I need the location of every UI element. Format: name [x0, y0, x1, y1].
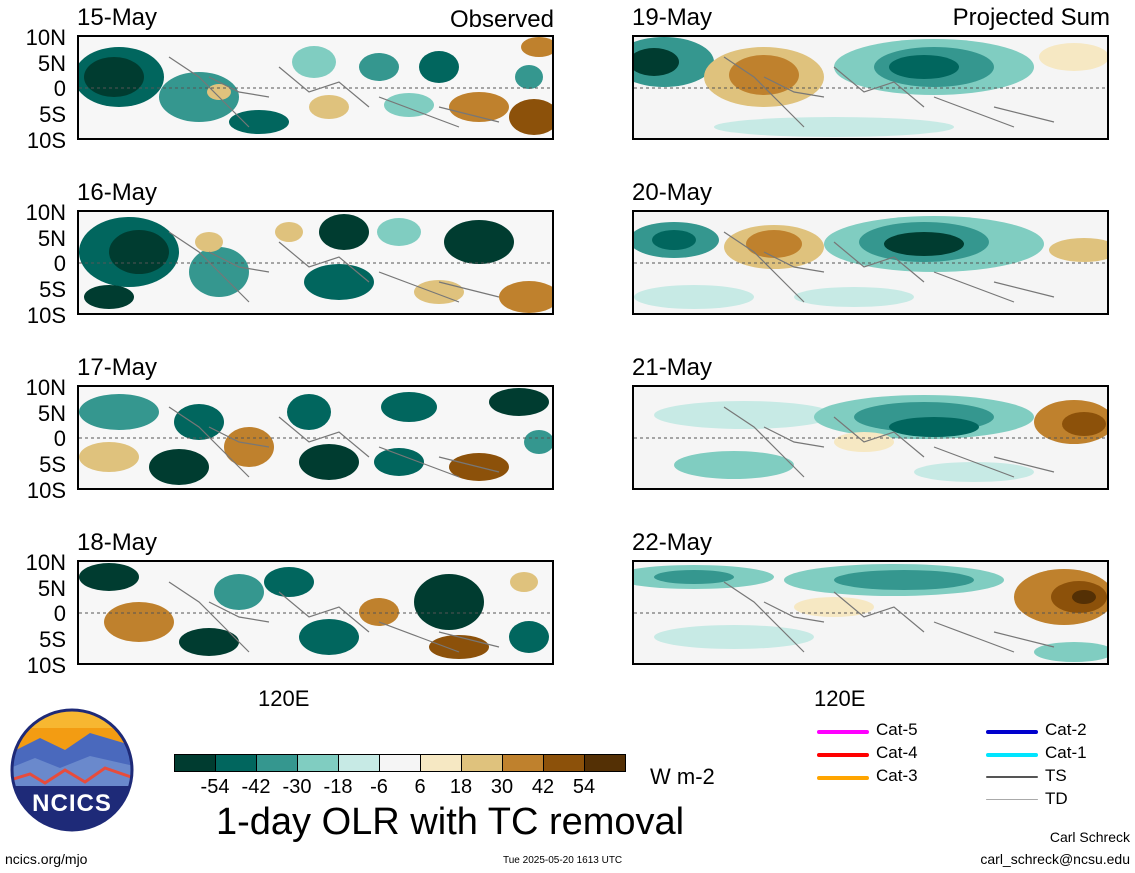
lat-label: 5N: [37, 51, 66, 76]
lat-label: 5S: [39, 627, 66, 652]
panel-date-projected-3: 21-May: [632, 354, 713, 381]
legend-line-cat5: [817, 730, 869, 734]
olr-map-projected-4: [632, 560, 1109, 665]
panel-date-projected-4: 22-May: [632, 529, 713, 556]
legend-label-td: TD: [1045, 789, 1068, 808]
ncics-logo: NCICS: [10, 708, 134, 832]
colorbar-swatch: [174, 754, 216, 772]
lat-label: 0: [53, 76, 66, 101]
footer-timestamp: Tue 2025-05-20 1613 UTC: [503, 855, 623, 866]
lat-label: 10S: [26, 653, 66, 678]
colorbar-swatch: [420, 754, 462, 772]
lat-label: 10N: [25, 375, 66, 400]
colorbar-swatch: [338, 754, 380, 772]
lat-label: 10S: [26, 303, 66, 328]
legend-line-cat4: [817, 753, 869, 757]
legend-line-cat1: [986, 753, 1038, 757]
colorbar-tick: -42: [241, 776, 271, 798]
legend-label-cat4: Cat-4: [876, 743, 918, 762]
colorbar-swatch: [461, 754, 503, 772]
footer-author: Carl Schreck: [1049, 829, 1130, 845]
legend-line-ts: [986, 776, 1038, 778]
logo-text: NCICS: [32, 790, 112, 817]
panel-date-observed-4: 18-May: [77, 529, 158, 556]
olr-map-observed-2: [77, 210, 554, 315]
legend-label-cat2: Cat-2: [1045, 720, 1087, 739]
legend-line-cat3: [817, 776, 869, 780]
legend-label-cat3: Cat-3: [876, 766, 918, 785]
colorbar-units: W m-2: [650, 764, 715, 789]
legend-line-td: [986, 799, 1038, 800]
lat-label: 5N: [37, 226, 66, 251]
legend-line-cat2: [986, 730, 1038, 734]
colorbar-swatch: [584, 754, 626, 772]
olr-map-projected-3: [632, 385, 1109, 490]
colorbar-tick: 6: [414, 776, 426, 798]
panel-date-observed-3: 17-May: [77, 354, 158, 381]
lon-label-projected: 120E: [814, 686, 866, 711]
colorbar-swatch: [502, 754, 544, 772]
lat-label: 5S: [39, 452, 66, 477]
lat-label: 10N: [25, 25, 66, 50]
lon-label-observed: 120E: [258, 686, 310, 711]
olr-map-observed-3: [77, 385, 554, 490]
colorbar-swatch: [215, 754, 257, 772]
footer-url: ncics.org/mjo: [5, 851, 88, 867]
observed-label: Observed: [449, 6, 554, 33]
panel-date-observed-1: 15-May: [77, 4, 158, 31]
legend-label-cat5: Cat-5: [876, 720, 918, 739]
colorbar-tick: -54: [200, 776, 230, 798]
colorbar-tick: 42: [531, 776, 555, 798]
colorbar-swatch: [297, 754, 339, 772]
legend-label-cat1: Cat-1: [1045, 743, 1087, 762]
footer-email: carl_schreck@ncsu.edu: [980, 851, 1130, 867]
olr-map-projected-1: [632, 35, 1109, 140]
lat-label: 10N: [25, 200, 66, 225]
panel-date-projected-2: 20-May: [632, 179, 713, 206]
olr-map-observed-1: [77, 35, 554, 140]
panel-date-projected-1: 19-May: [632, 4, 713, 31]
olr-map-projected-2: [632, 210, 1109, 315]
colorbar-tick: -6: [370, 776, 388, 798]
colorbar-swatch: [379, 754, 421, 772]
lat-label: 5N: [37, 401, 66, 426]
lat-label: 5S: [39, 102, 66, 127]
lat-label: 5N: [37, 576, 66, 601]
lat-label: 10N: [25, 550, 66, 575]
lat-label: 10S: [26, 128, 66, 153]
olr-map-observed-4: [77, 560, 554, 665]
colorbar-tick: 30: [490, 776, 514, 798]
panel-date-observed-2: 16-May: [77, 179, 158, 206]
colorbar-swatch: [256, 754, 298, 772]
projected-label: Projected Sum: [952, 4, 1110, 31]
lat-label: 0: [53, 601, 66, 626]
colorbar-tick: -18: [323, 776, 353, 798]
lat-label: 5S: [39, 277, 66, 302]
legend-label-ts: TS: [1045, 766, 1067, 785]
colorbar-tick: -30: [282, 776, 312, 798]
lat-label: 0: [53, 426, 66, 451]
lat-label: 0: [53, 251, 66, 276]
colorbar-swatch: [543, 754, 585, 772]
colorbar-tick: 18: [449, 776, 473, 798]
main-title: 1-day OLR with TC removal: [216, 801, 685, 843]
colorbar-tick: 54: [572, 776, 596, 798]
lat-label: 10S: [26, 478, 66, 503]
